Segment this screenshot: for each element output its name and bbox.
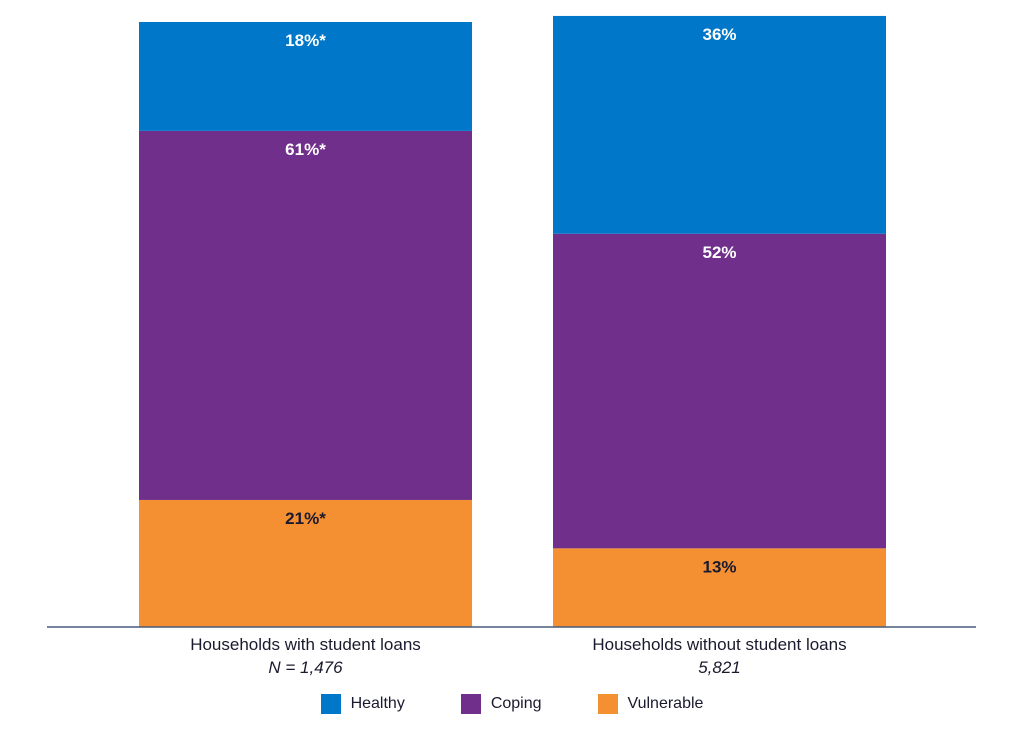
- legend-swatch-coping: [460, 694, 481, 714]
- category-n-label-1: 5,821: [698, 658, 741, 677]
- legend-item-healthy: Healthy: [320, 694, 405, 714]
- bar-coping-1: [553, 233, 886, 549]
- legend-swatch-healthy: [320, 694, 341, 714]
- bar-vulnerable-1: [553, 548, 886, 627]
- data-label-healthy-1: 36%: [702, 25, 736, 44]
- data-label-vulnerable-1: 13%: [702, 557, 736, 576]
- legend-label-vulnerable: Vulnerable: [627, 695, 704, 712]
- data-label-healthy-0: 18%*: [285, 31, 326, 50]
- legend: Healthy Coping Vulnerable: [0, 694, 1024, 714]
- category-label-1: Households without student loans: [592, 635, 846, 654]
- stacked-bar-chart: 21%* 61%* 18%* 13% 52% 36% Households with stu…: [47, 15, 976, 677]
- legend-label-healthy: Healthy: [350, 695, 405, 712]
- legend-item-vulnerable: Vulnerable: [597, 694, 704, 714]
- category-label-0: Households with student loans: [190, 635, 421, 654]
- data-label-vulnerable-0: 21%*: [285, 509, 326, 528]
- legend-label-coping: Coping: [490, 695, 542, 712]
- category-n-label-0: N = 1,476: [268, 658, 343, 677]
- legend-item-coping: Coping: [460, 694, 542, 714]
- bar-coping-0: [139, 130, 472, 500]
- bar-healthy-0: [139, 22, 472, 131]
- bar-healthy-1: [553, 15, 886, 234]
- data-label-coping-0: 61%*: [285, 140, 326, 159]
- data-label-coping-1: 52%: [702, 243, 736, 262]
- legend-swatch-vulnerable: [597, 694, 618, 714]
- bar-vulnerable-0: [139, 499, 472, 627]
